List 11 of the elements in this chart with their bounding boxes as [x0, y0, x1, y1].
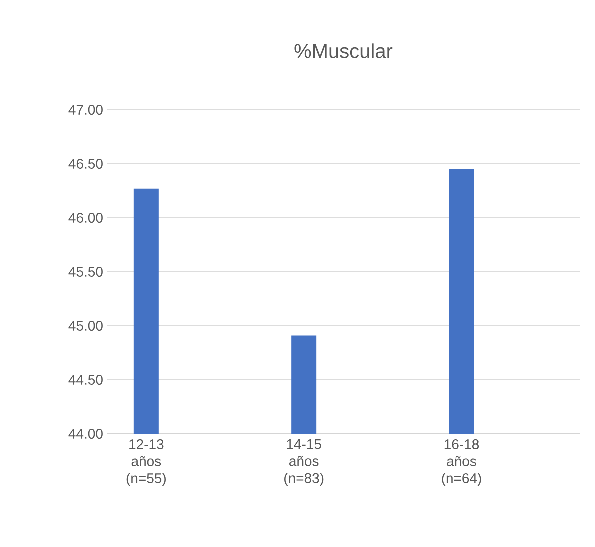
x-tick-label: 14-15 años (n=83) [284, 440, 324, 486]
y-tick-label: 47.00 [68, 105, 103, 115]
x-tick-label: 16-18 años (n=64) [442, 440, 482, 486]
y-tick-label: 44.50 [68, 375, 103, 385]
y-tick-label: 46.00 [68, 213, 103, 223]
x-tick-label: 12-13 años (n=55) [126, 440, 166, 486]
y-tick-label: 45.00 [68, 321, 103, 331]
y-tick-label: 44.00 [68, 429, 103, 439]
y-tick-label: 45.50 [68, 267, 103, 277]
y-tick-label: 46.50 [68, 159, 103, 169]
chart-title: %Muscular [294, 44, 393, 58]
